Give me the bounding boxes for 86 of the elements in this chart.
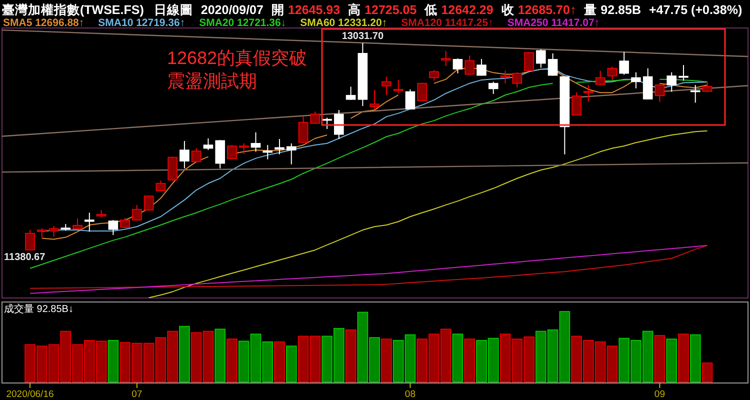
text: SMA5 12696.88↑ (3, 17, 84, 29)
bar (226, 338, 238, 382)
candlestick (536, 48, 546, 68)
candlestick (548, 52, 558, 76)
candlestick (393, 79, 404, 94)
bar (654, 335, 666, 382)
bar (274, 341, 285, 382)
candlestick (48, 226, 59, 238)
x-tick-label: 09 (654, 389, 666, 400)
bar (452, 334, 464, 382)
candlestick (512, 72, 522, 88)
candlestick (25, 230, 35, 250)
bar (214, 328, 226, 382)
text: 收 12685.70↑ (501, 3, 576, 17)
bar (666, 338, 678, 382)
bar (464, 338, 476, 382)
candlestick (346, 86, 356, 101)
candlestick (334, 110, 344, 140)
candlestick (191, 148, 202, 163)
candlestick (440, 50, 451, 67)
text: 2020/09/07 (200, 3, 264, 17)
bar (345, 329, 356, 382)
text: SMA120 11417.25↑ (401, 17, 494, 29)
candlestick (464, 55, 475, 76)
candlestick (156, 180, 166, 192)
text: 開 12645.93 (271, 3, 340, 17)
text: SMA60 12331.20↑ (300, 17, 388, 29)
candlestick (702, 80, 712, 92)
x-tick-label: 07 (132, 389, 142, 400)
candlestick (595, 70, 606, 86)
candlestick (584, 84, 594, 102)
annotation: 13031.70 (342, 31, 384, 42)
text: 高 12725.05 (348, 2, 417, 17)
candlestick (524, 52, 534, 72)
candlestick (476, 58, 486, 76)
candlestick (298, 116, 308, 144)
candlestick (405, 88, 416, 110)
text: 量 92.85B (583, 3, 641, 17)
candlestick (500, 70, 510, 84)
candlestick (227, 144, 237, 160)
text: SMA10 12719.36↑ (98, 17, 186, 29)
candlestick (168, 156, 178, 182)
candlestick (631, 72, 641, 89)
candlestick (203, 138, 214, 151)
candlestick (108, 219, 118, 236)
text: SMA20 12721.36↓ (199, 17, 286, 29)
annotation: 震盪測試期 (167, 71, 257, 91)
text: 日線圖 (154, 3, 193, 17)
candlestick (215, 140, 226, 169)
bar (108, 340, 119, 382)
candlestick (238, 142, 249, 155)
candlestick (262, 144, 273, 160)
chart-title: 成交量 92.85B↓ (4, 303, 74, 315)
candlestick (286, 142, 296, 165)
text: +47.75 (+0.38%) (648, 3, 742, 17)
bar (381, 338, 392, 382)
candlestick (382, 76, 392, 96)
candlestick (144, 195, 154, 212)
candlestick (132, 204, 142, 222)
candlestick (642, 68, 653, 100)
candlestick (84, 212, 94, 232)
candlestick (488, 81, 498, 94)
x-tick-label: 2020/06/16 (6, 389, 54, 400)
candlestick (429, 70, 439, 82)
chart-title: 臺灣加權指數(TWSE.FS) (2, 2, 144, 17)
candlestick (180, 140, 190, 169)
candlestick (607, 66, 618, 80)
bar (690, 334, 701, 382)
text: SMA250 11417.07↑ (507, 17, 600, 29)
x-tick-label: 08 (404, 389, 416, 400)
bar (702, 362, 713, 382)
annotation: 12682的真假突破 (167, 48, 308, 68)
candlestick (619, 51, 629, 76)
candlestick (310, 111, 320, 124)
bar (678, 334, 689, 382)
candlestick (370, 89, 380, 111)
candlestick (417, 82, 427, 102)
annotation: 11380.67 (4, 252, 46, 263)
candlestick (666, 72, 677, 92)
bar (179, 326, 190, 382)
candlestick (654, 82, 665, 103)
candlestick (250, 132, 261, 152)
bar (286, 346, 297, 382)
candlestick (452, 58, 463, 74)
text: 低 12642.29 (424, 3, 494, 17)
candlestick (572, 92, 582, 116)
